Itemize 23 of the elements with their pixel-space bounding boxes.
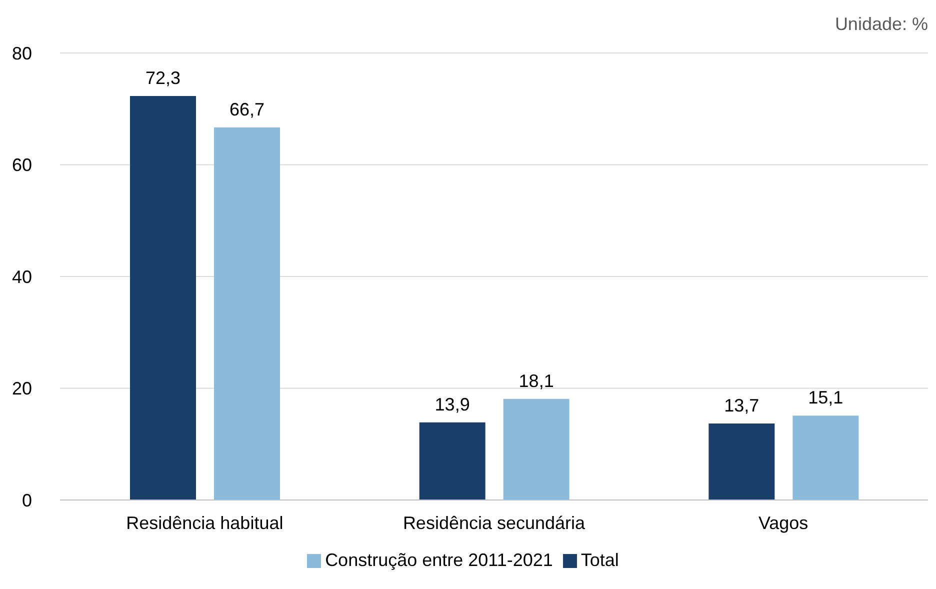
bar — [214, 127, 280, 500]
data-label: 18,1 — [518, 370, 554, 391]
data-label: 72,3 — [145, 68, 181, 88]
legend-label: Construção entre 2011-2021 — [325, 550, 553, 570]
bar — [792, 416, 859, 500]
bar — [503, 398, 570, 500]
data-label: 66,7 — [229, 99, 265, 120]
bar — [130, 96, 196, 500]
text: Unidade: % — [834, 14, 928, 35]
y-tick-label: 20 — [12, 378, 32, 399]
x-tick-label: Residência secundária — [402, 512, 586, 533]
y-tick-label: 40 — [12, 266, 32, 287]
bar — [708, 423, 775, 500]
data-label: 15,1 — [808, 388, 844, 408]
x-tick-label: Residência habitual — [126, 512, 284, 533]
data-label: 13,7 — [724, 395, 760, 416]
y-tick-label: 0 — [22, 490, 32, 510]
y-tick-label: 60 — [12, 155, 32, 176]
bar — [419, 422, 486, 500]
legend-label: Total — [580, 550, 619, 570]
y-tick-label: 80 — [12, 43, 32, 64]
data-label: 13,9 — [434, 394, 470, 414]
x-tick-label: Vagos — [758, 512, 808, 533]
